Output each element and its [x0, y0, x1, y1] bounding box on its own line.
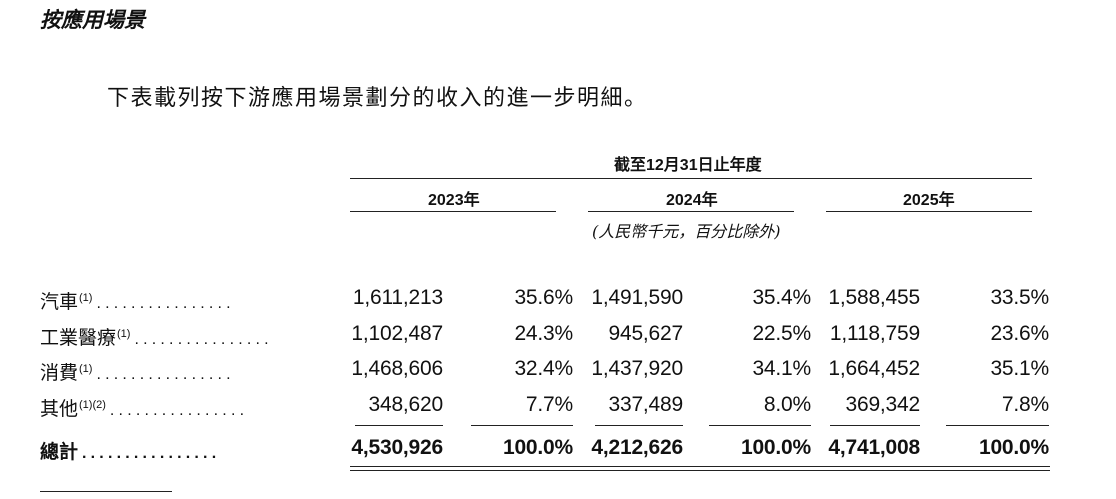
- cell-amount: 348,620: [368, 393, 443, 416]
- cell-amount: 1,491,590: [591, 286, 683, 309]
- cell-amount: 4,741,008: [828, 436, 920, 459]
- footnote-ref: (1): [79, 292, 93, 304]
- row-label: 總計................: [40, 437, 345, 464]
- cell-percent: 34.1%: [752, 357, 811, 380]
- year-rule-2025: [826, 211, 1032, 212]
- cell-percent: 35.6%: [514, 286, 573, 309]
- year-rule-2023: [350, 211, 556, 212]
- cell-amount: 4,212,626: [591, 436, 683, 459]
- leader-dots: ................: [96, 295, 235, 312]
- cell-percent: 100.0%: [502, 436, 573, 459]
- subtotal-rule: [709, 425, 811, 426]
- row-label: 其他(1)(2)................: [40, 394, 345, 421]
- leader-dots: ................: [109, 402, 249, 419]
- cell-amount: 945,627: [608, 322, 683, 345]
- period-header: 截至12月31日止年度: [614, 157, 762, 174]
- subtotal-rule: [830, 425, 920, 426]
- cell-amount: 1,588,455: [828, 286, 920, 309]
- footnote-ref: (1): [117, 328, 131, 340]
- cell-amount: 337,489: [608, 393, 683, 416]
- cell-percent: 7.8%: [1001, 393, 1049, 416]
- row-label: 工業醫療(1)................: [40, 323, 345, 350]
- cell-amount: 1,437,920: [591, 357, 683, 380]
- cell-amount: 1,102,487: [351, 322, 443, 345]
- subtotal-rule: [471, 425, 573, 426]
- cell-percent: 100.0%: [740, 436, 811, 459]
- total-rule-top: [350, 466, 1050, 467]
- cell-amount: 1,611,213: [352, 286, 443, 309]
- section-title: 按應用場景: [40, 8, 145, 32]
- subtotal-rule: [355, 425, 443, 426]
- cell-percent: 22.5%: [752, 322, 811, 345]
- leader-dots: ................: [134, 331, 273, 348]
- subtotal-rule: [946, 425, 1049, 426]
- cell-percent: 23.6%: [990, 322, 1049, 345]
- cell-amount: 1,468,606: [351, 357, 443, 380]
- row-label-text: 總計: [40, 441, 79, 463]
- cell-amount: 1,664,452: [828, 357, 920, 380]
- cell-percent: 32.4%: [514, 357, 573, 380]
- row-label-text: 工業醫療: [40, 327, 117, 349]
- leader-dots: ................: [96, 366, 235, 383]
- subtotal-rule: [595, 425, 683, 426]
- cell-percent: 33.5%: [990, 286, 1049, 309]
- cell-amount: 369,342: [845, 393, 920, 416]
- cell-percent: 100.0%: [978, 436, 1049, 459]
- row-label: 汽車(1)................: [40, 287, 345, 314]
- cell-percent: 35.1%: [990, 357, 1049, 380]
- year-header-2025: 2025年: [903, 192, 955, 209]
- row-label-text: 汽車: [40, 291, 79, 313]
- cell-percent: 35.4%: [752, 286, 811, 309]
- cell-percent: 24.3%: [514, 322, 573, 345]
- header-rule: [350, 178, 1032, 179]
- row-label-text: 其他: [40, 398, 79, 420]
- footnote-rule: [40, 491, 172, 492]
- row-label-text: 消費: [40, 362, 79, 384]
- year-rule-2024: [588, 211, 794, 212]
- unit-note: (人民幣千元，百分比除外): [592, 222, 781, 241]
- intro-paragraph: 下表載列按下游應用場景劃分的收入的進一步明細。: [107, 86, 648, 111]
- cell-amount: 1,118,759: [829, 322, 920, 345]
- footnote-ref: (1)(2): [79, 399, 106, 411]
- total-rule-bottom: [350, 470, 1050, 471]
- footnote-ref: (1): [79, 363, 93, 375]
- cell-percent: 7.7%: [525, 393, 573, 416]
- cell-percent: 8.0%: [763, 393, 811, 416]
- year-header-2024: 2024年: [666, 192, 718, 209]
- cell-amount: 4,530,926: [351, 436, 443, 459]
- row-label: 消費(1)................: [40, 358, 345, 385]
- year-header-2023: 2023年: [428, 192, 480, 209]
- leader-dots: ................: [82, 445, 221, 462]
